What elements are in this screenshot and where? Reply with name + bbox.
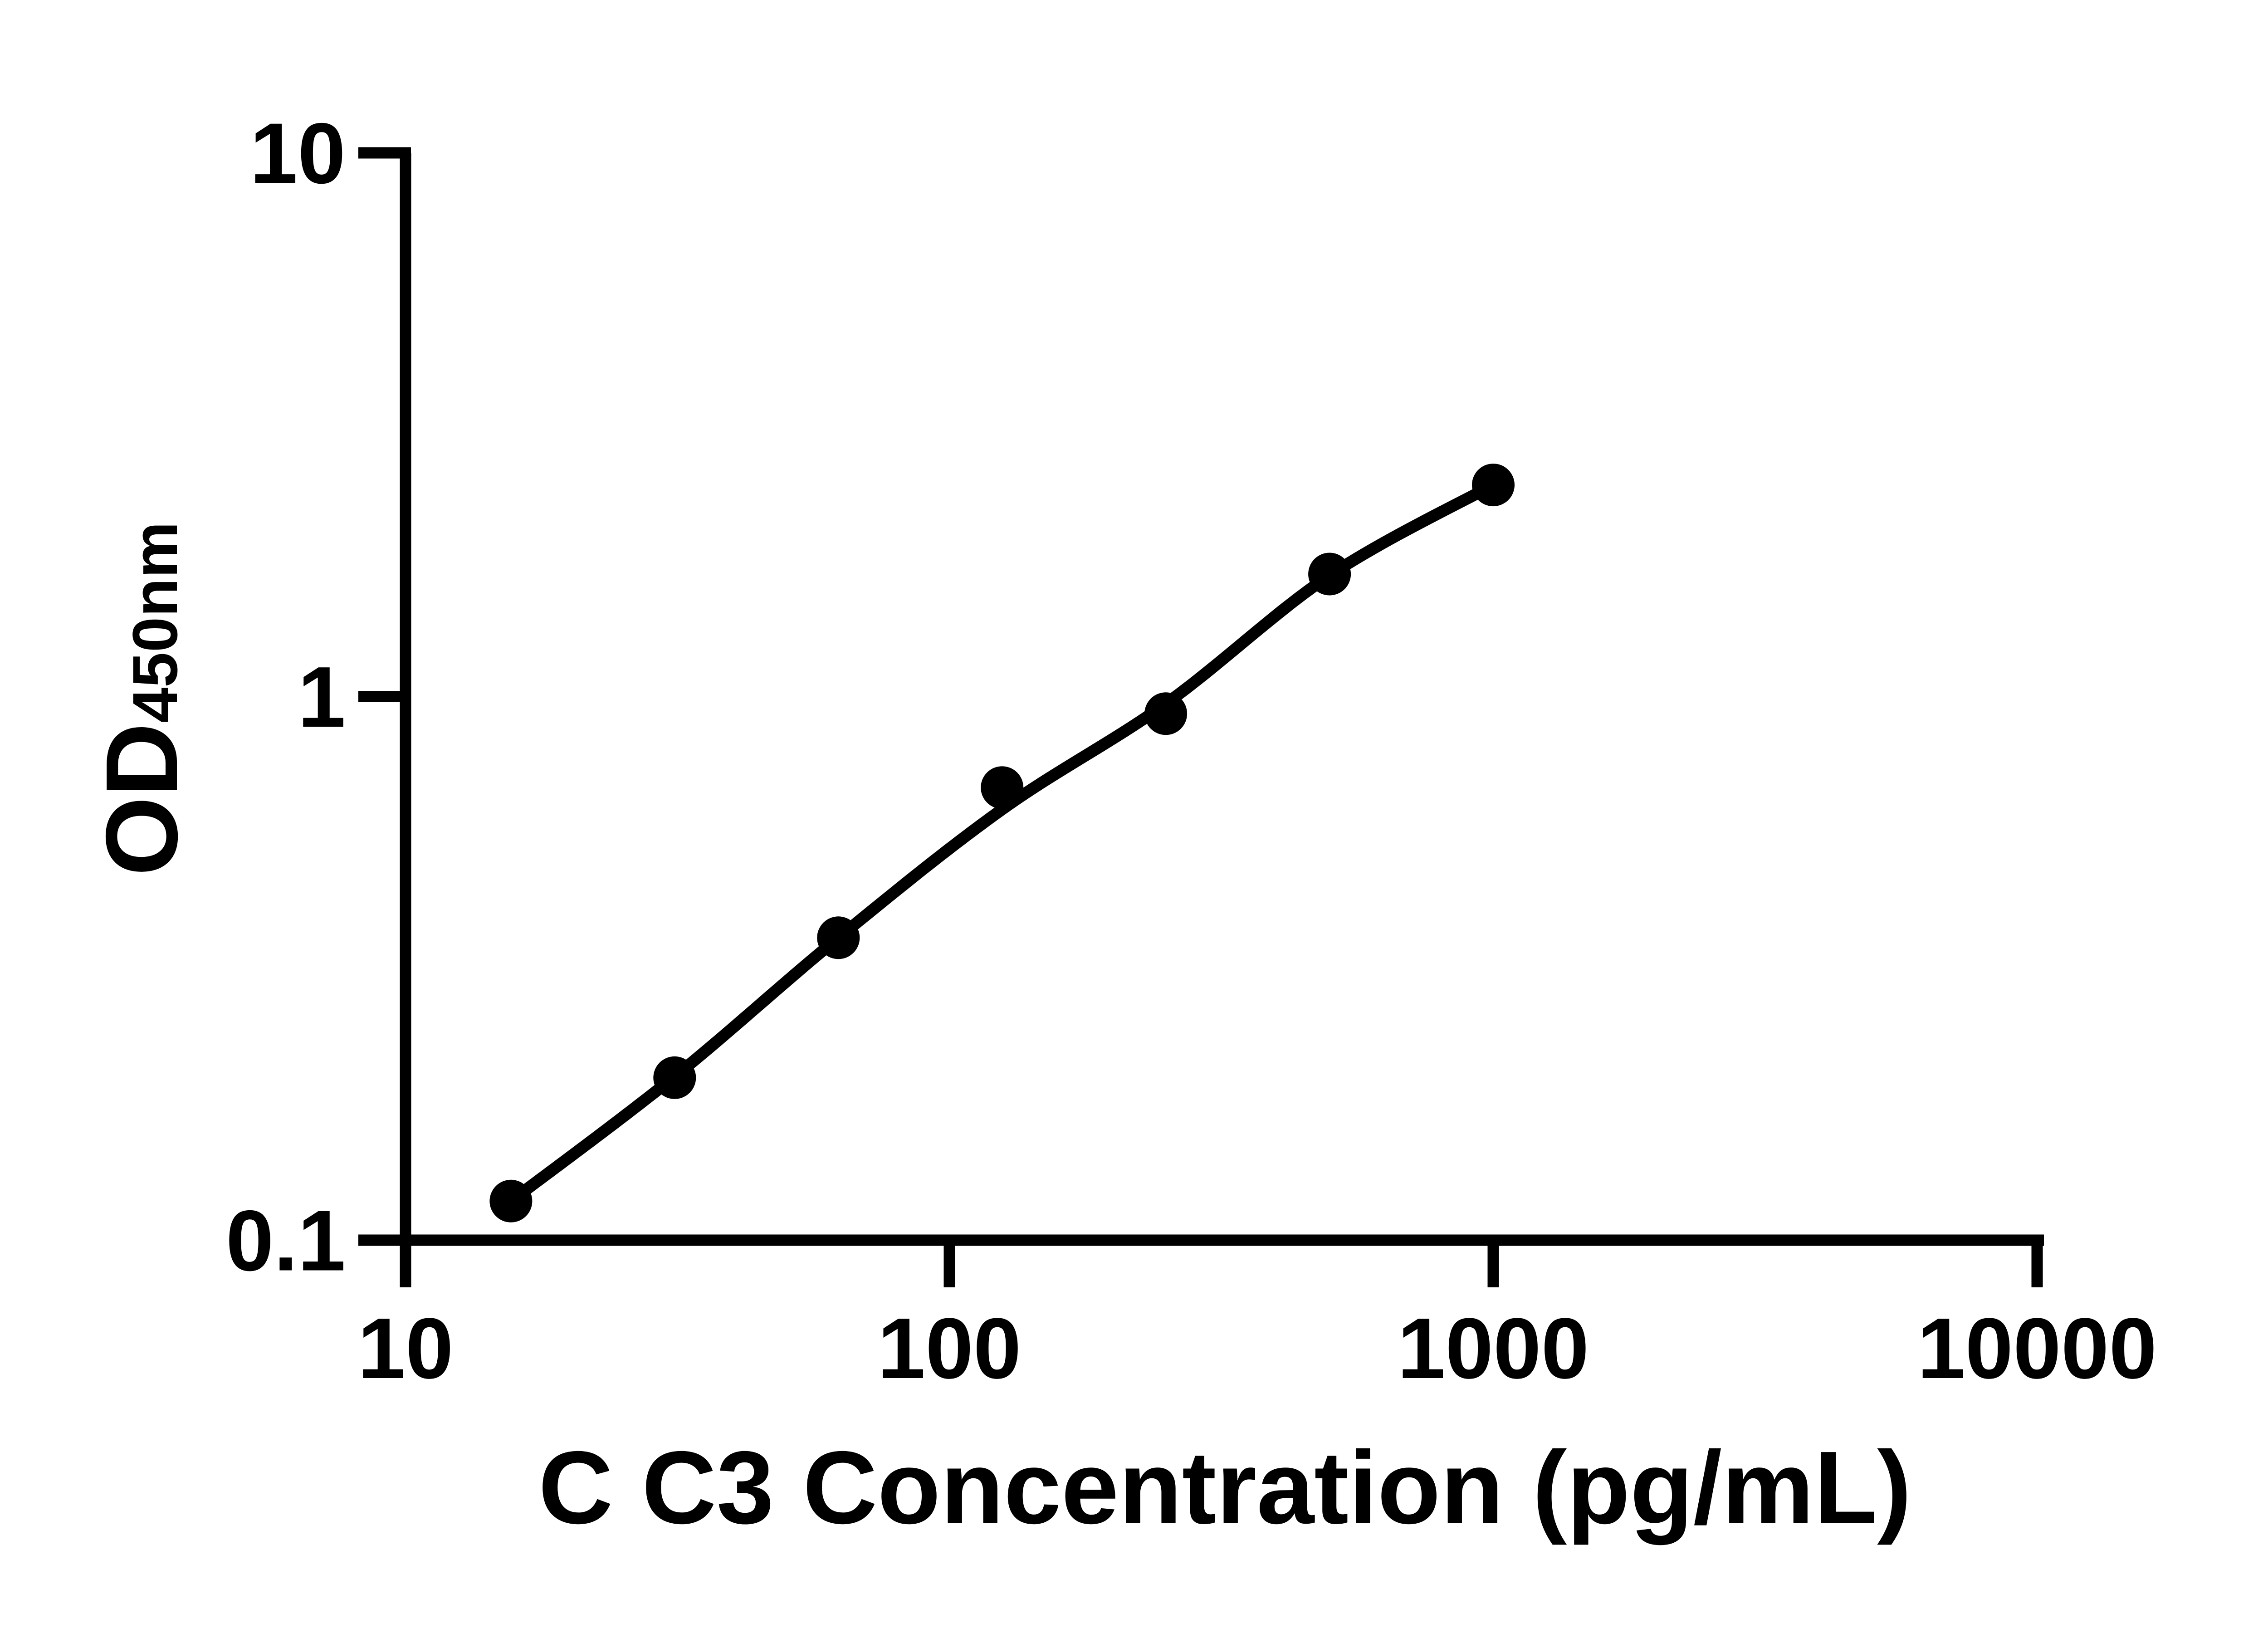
data-point bbox=[1472, 464, 1515, 507]
x-tick-label: 1000 bbox=[1398, 1301, 1589, 1397]
y-axis-title: OD450nm bbox=[84, 522, 199, 876]
x-axis-title: C C3 Concentration (pg/mL) bbox=[538, 1430, 1911, 1545]
y-tick-label: 0.1 bbox=[226, 1193, 346, 1289]
y-tick-label: 10 bbox=[250, 106, 346, 202]
data-point bbox=[1144, 692, 1188, 735]
x-tick-label: 100 bbox=[877, 1301, 1021, 1397]
data-point bbox=[817, 916, 860, 959]
y-axis-title-sub: 450nm bbox=[119, 522, 191, 723]
data-point bbox=[653, 1056, 696, 1099]
data-point bbox=[1308, 552, 1351, 596]
y-axis-title-main: OD bbox=[84, 723, 199, 876]
fit-curve bbox=[505, 479, 1499, 1207]
x-tick-label: 10000 bbox=[1917, 1301, 2157, 1397]
x-tick-label: 10 bbox=[357, 1301, 453, 1397]
data-point bbox=[489, 1179, 533, 1222]
data-point bbox=[981, 766, 1024, 809]
y-tick-label: 1 bbox=[298, 649, 346, 745]
